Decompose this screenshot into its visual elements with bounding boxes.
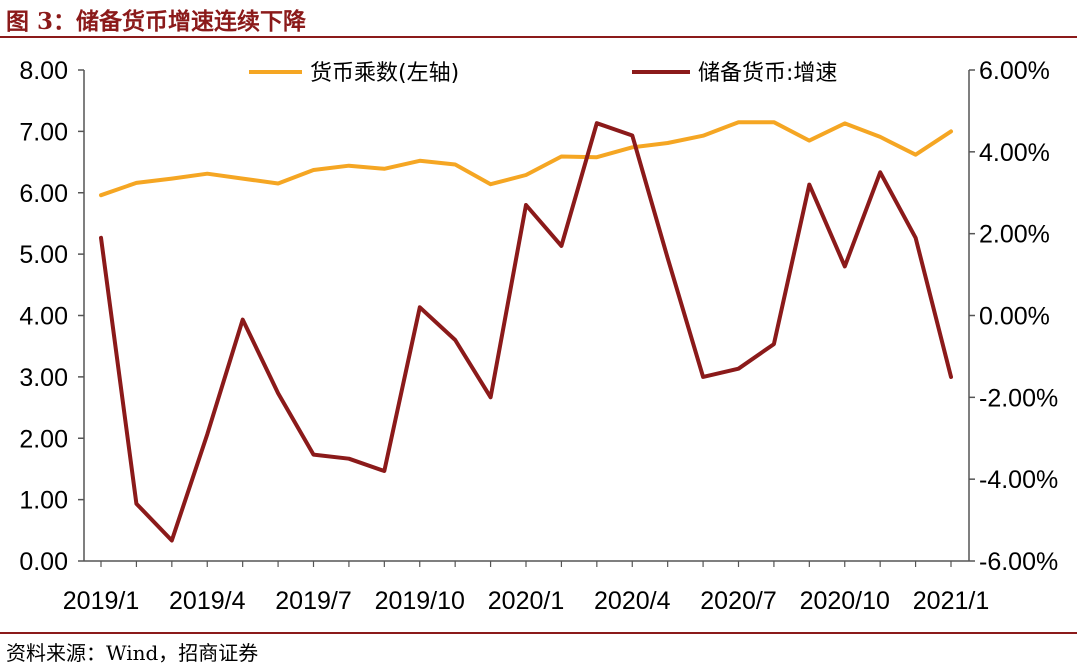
title-rule [0, 36, 1077, 38]
x-tick-label: 2019/4 [169, 587, 246, 615]
axes-layer: 0.00 1.00 2.00 3.00 4.00 5.00 6.00 7.00 8.00 -6.0… [19, 57, 1058, 615]
y-right-tick-label: -2.00% [979, 384, 1058, 412]
source-note: 资料来源：Wind，招商证券 [6, 641, 259, 665]
y-left-tick-label: 0.00 [19, 548, 68, 576]
legend-label-1: 货币乘数(左轴) [310, 61, 459, 86]
series-layer [99, 120, 953, 543]
x-tick-label: 2020/7 [700, 587, 776, 615]
series-line-reserve-money-growth [99, 121, 953, 543]
y-right-tick-label: -4.00% [979, 466, 1058, 494]
figure-title: 图 3：储备货币增速连续下降 [6, 8, 307, 35]
y-left-tick-label: 2.00 [19, 425, 68, 453]
x-tick-label: 2020/1 [488, 587, 564, 615]
legend: 货币乘数(左轴) 储备货币:增速 [249, 61, 837, 86]
y-left-tick-label: 8.00 [19, 57, 68, 85]
x-tick-label: 2021/1 [913, 587, 989, 615]
y-right-tick-label: 4.00% [979, 139, 1050, 167]
x-tick-label: 2019/1 [63, 587, 139, 615]
y-left-tick-label: 6.00 [19, 180, 68, 208]
y-right-tick-label: 0.00% [979, 303, 1050, 331]
y-left-tick-label: 7.00 [19, 118, 68, 146]
y-left-tick-label: 3.00 [19, 364, 68, 392]
y-left-tick-label: 1.00 [19, 487, 68, 515]
y-right-tick-label: 2.00% [979, 221, 1050, 249]
footer-rule [0, 632, 1077, 634]
chart-svg: 0.00 1.00 2.00 3.00 4.00 5.00 6.00 7.00 8.00 -6.0… [19, 57, 1058, 615]
x-tick-label: 2020/10 [800, 587, 890, 615]
legend-label-2: 储备货币:增速 [698, 61, 837, 86]
x-tick-label: 2019/10 [375, 587, 465, 615]
y-left-tick-label: 5.00 [19, 241, 68, 269]
y-left-tick-label: 4.00 [19, 303, 68, 331]
x-tick-label: 2019/7 [275, 587, 351, 615]
series-line-money-multiplier [99, 120, 953, 198]
y-right-tick-label: 6.00% [979, 57, 1050, 85]
y-right-tick-label: -6.00% [979, 548, 1058, 576]
x-tick-label: 2020/4 [594, 587, 671, 615]
